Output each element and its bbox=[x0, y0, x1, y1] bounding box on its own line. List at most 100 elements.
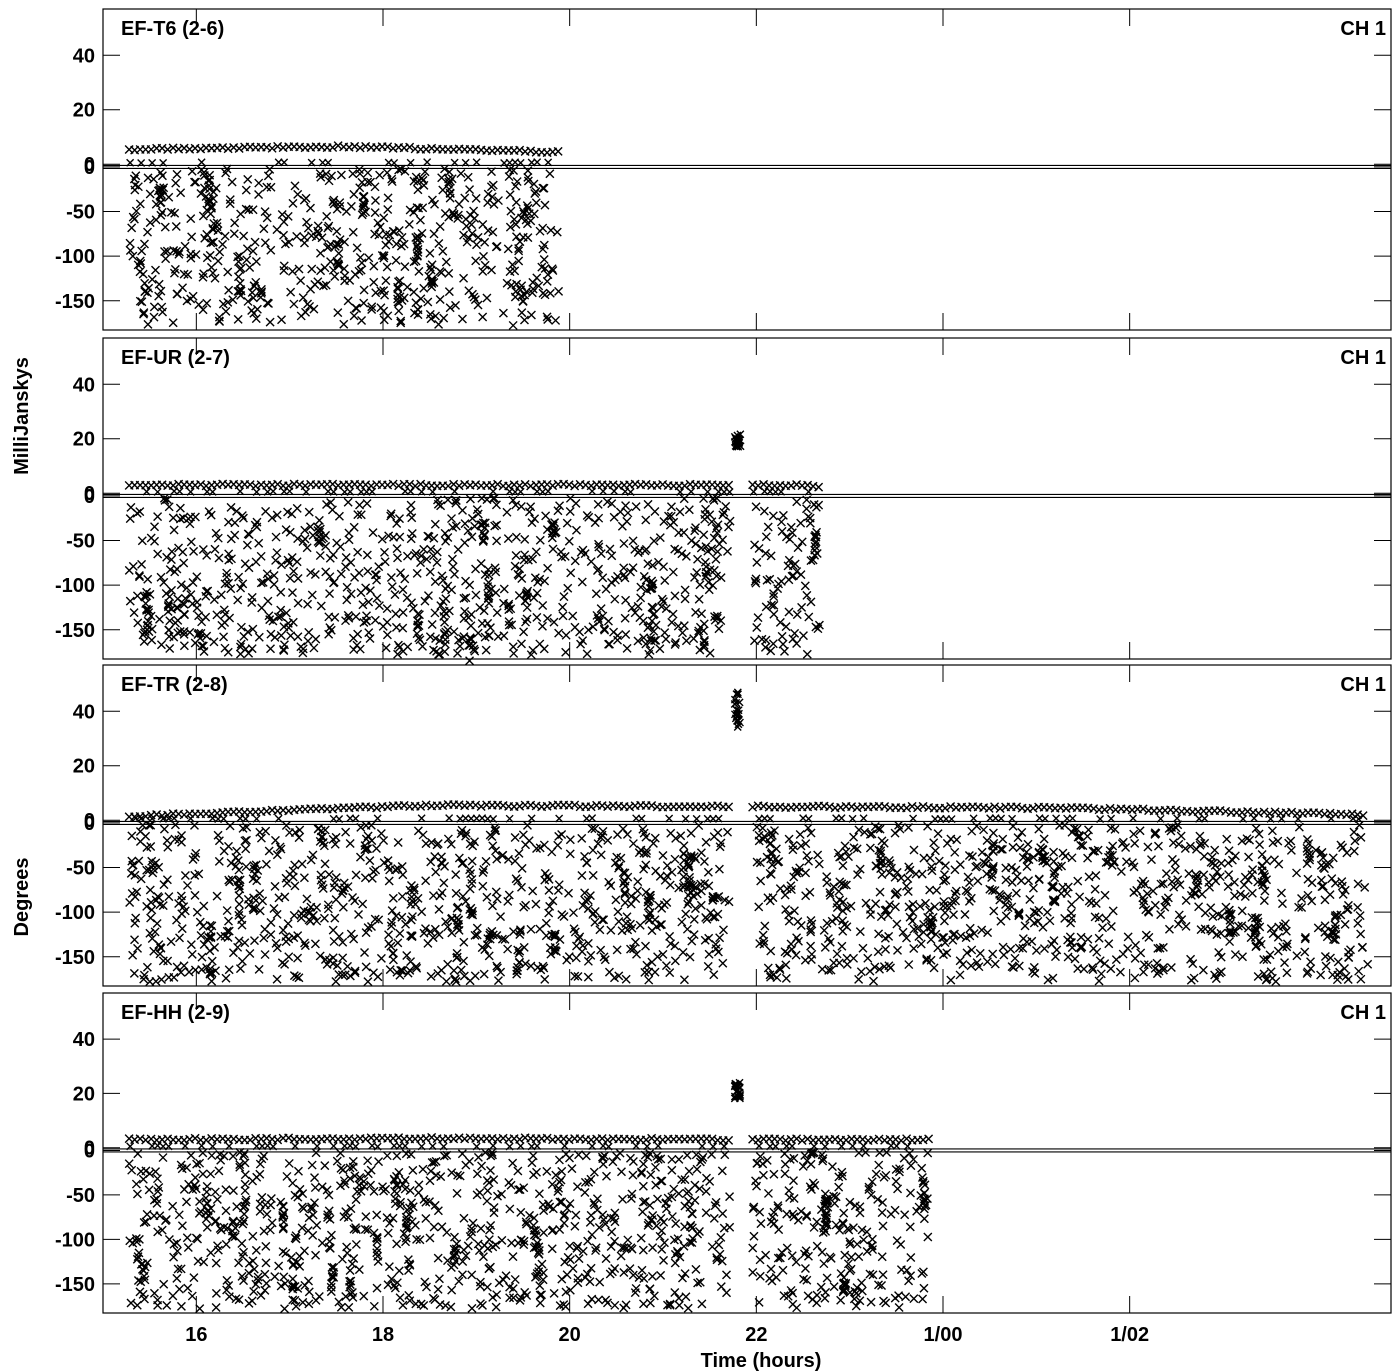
phase-point bbox=[295, 825, 305, 835]
phase-point bbox=[659, 1255, 669, 1265]
phase-point bbox=[156, 286, 166, 296]
phase-point bbox=[409, 287, 419, 297]
phase-point bbox=[367, 304, 377, 314]
phase-point bbox=[235, 251, 244, 261]
phase-point bbox=[1300, 932, 1310, 942]
amplitude-point bbox=[564, 1135, 574, 1145]
phase-point bbox=[276, 605, 286, 615]
amplitude-point bbox=[724, 802, 734, 812]
phase-point bbox=[210, 1187, 220, 1197]
phase-point bbox=[388, 955, 398, 965]
phase-point bbox=[484, 951, 494, 961]
phase-point bbox=[354, 266, 364, 276]
phase-point bbox=[469, 644, 479, 654]
phase-point bbox=[202, 550, 212, 560]
phase-point bbox=[454, 853, 464, 863]
amplitude-point bbox=[351, 814, 360, 823]
phase-point bbox=[199, 167, 209, 177]
phase-point bbox=[775, 617, 785, 627]
phase-point bbox=[1245, 835, 1255, 845]
phase-point bbox=[236, 622, 246, 632]
phase-point bbox=[443, 834, 453, 844]
phase-point bbox=[638, 616, 648, 626]
phase-point bbox=[247, 288, 257, 298]
phase-point bbox=[304, 627, 314, 637]
phase-point bbox=[752, 623, 762, 633]
phase-point bbox=[241, 185, 251, 195]
phase-point bbox=[456, 829, 466, 839]
amplitude-point bbox=[891, 1134, 901, 1144]
phase-point bbox=[352, 303, 362, 313]
phase-point bbox=[1075, 942, 1085, 952]
baseline-label: EF-UR (2-7) bbox=[121, 347, 230, 369]
phase-point bbox=[213, 533, 223, 543]
phase-point bbox=[779, 646, 789, 656]
phase-point bbox=[1028, 883, 1038, 893]
phase-point bbox=[701, 837, 711, 847]
phase-point bbox=[219, 846, 229, 856]
phase-point bbox=[657, 602, 667, 612]
phase-point bbox=[422, 554, 432, 564]
phase-point bbox=[1018, 934, 1028, 944]
phase-point bbox=[655, 1231, 665, 1241]
phase-point bbox=[210, 273, 220, 283]
phase-point bbox=[394, 1266, 404, 1276]
phase-point bbox=[198, 641, 208, 651]
phase-point bbox=[285, 573, 295, 583]
amplitude-point bbox=[946, 802, 956, 812]
phase-point bbox=[955, 970, 965, 980]
phase-point bbox=[344, 535, 354, 545]
amplitude-point bbox=[152, 809, 162, 819]
phase-point bbox=[626, 1193, 636, 1203]
phase-point bbox=[814, 859, 824, 869]
phase-point bbox=[379, 213, 389, 223]
phase-point bbox=[384, 930, 394, 940]
phase-point bbox=[278, 1247, 288, 1257]
phase-point bbox=[678, 947, 688, 957]
phase-point bbox=[341, 553, 351, 563]
phase-point bbox=[465, 185, 475, 195]
phase-point bbox=[540, 200, 550, 210]
phase-point bbox=[1168, 838, 1178, 848]
phase-point bbox=[186, 214, 196, 224]
y-axis-title-phase: Degrees bbox=[11, 858, 33, 937]
phase-point bbox=[346, 929, 356, 939]
phase-point bbox=[264, 611, 274, 621]
phase-point bbox=[308, 911, 318, 921]
phase-point bbox=[1224, 870, 1234, 880]
phase-point bbox=[379, 286, 389, 296]
phase-point bbox=[376, 828, 386, 838]
amplitude-point bbox=[1358, 811, 1368, 821]
phase-point bbox=[1255, 840, 1265, 850]
phase-point bbox=[907, 916, 917, 926]
phase-point bbox=[691, 1264, 701, 1274]
amplitude-point bbox=[148, 158, 157, 167]
amplitude-point bbox=[1239, 814, 1248, 823]
phase-point bbox=[1161, 869, 1171, 879]
phase-point bbox=[528, 1151, 538, 1161]
phase-point bbox=[661, 634, 671, 644]
phase-point bbox=[307, 264, 317, 274]
phase-point bbox=[679, 621, 689, 631]
phase-point bbox=[164, 192, 174, 202]
phase-point bbox=[540, 974, 550, 984]
phase-point bbox=[308, 1210, 318, 1220]
phase-point bbox=[204, 184, 214, 194]
phase-point bbox=[343, 296, 353, 306]
amplitude-point bbox=[163, 144, 173, 154]
phase-point bbox=[554, 1155, 564, 1165]
phase-point bbox=[809, 500, 819, 509]
phase-point bbox=[633, 877, 643, 887]
phase-point bbox=[431, 311, 441, 321]
amplitude-point bbox=[223, 144, 233, 154]
phase-point bbox=[951, 886, 961, 896]
phase-point bbox=[508, 927, 518, 937]
phase-point bbox=[317, 1238, 327, 1248]
phase-point bbox=[784, 607, 794, 617]
phase-point bbox=[176, 891, 186, 901]
amplitude-point bbox=[1287, 807, 1297, 817]
phase-point bbox=[138, 1259, 148, 1269]
phase-point bbox=[551, 315, 561, 325]
phase-point bbox=[473, 1152, 483, 1162]
phase-point bbox=[786, 522, 796, 532]
